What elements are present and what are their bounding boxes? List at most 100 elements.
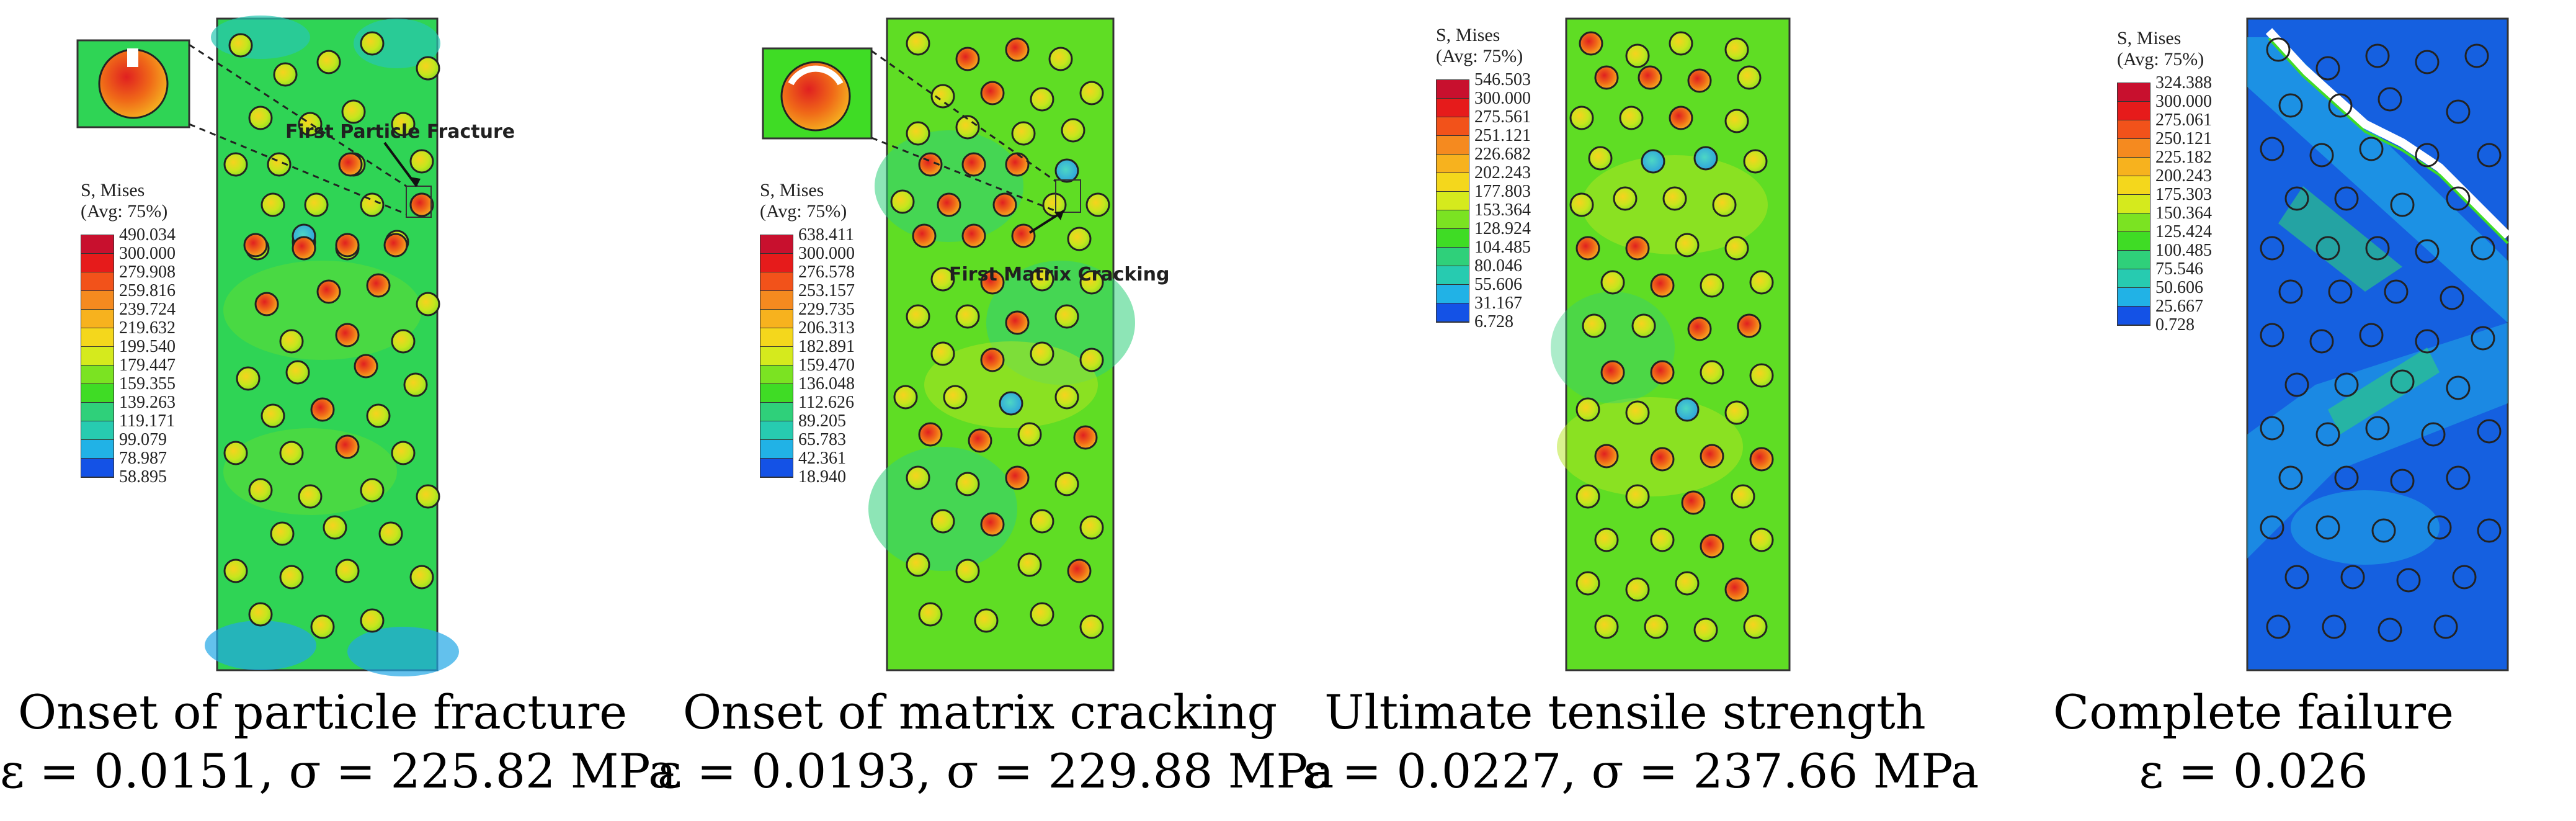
legend-swatch	[2118, 288, 2150, 307]
legend-swatch	[2118, 269, 2150, 288]
legend-swatch	[81, 310, 114, 328]
legend-avg: (Avg: 75%)	[1436, 46, 1523, 66]
legend-value: 199.540	[119, 337, 176, 356]
legend-swatch	[2118, 102, 2150, 120]
legend-color-bar	[81, 235, 114, 478]
legend-swatch	[81, 291, 114, 310]
legend-value: 259.816	[119, 281, 176, 300]
legend-swatch	[760, 459, 793, 477]
legend-value: 226.682	[1474, 145, 1531, 164]
specimen	[205, 16, 459, 676]
legend-value: 119.171	[119, 411, 175, 431]
legend-value: 275.561	[1474, 107, 1531, 127]
legend-value: 58.895	[119, 467, 167, 487]
caption-values: ε = 0.026	[2139, 743, 2368, 799]
legend-swatch	[1437, 117, 1469, 136]
legend-values: 546.503 300.000 275.561 251.121 226.682 …	[1474, 71, 1531, 331]
legend-swatch	[81, 366, 114, 384]
legend-value: 65.783	[798, 430, 846, 449]
legend-swatch	[760, 291, 793, 310]
legend-swatch	[1437, 303, 1469, 322]
legend-swatch	[760, 310, 793, 328]
stress-legend: S, Mises (Avg: 75%) 490.034 300.000	[81, 180, 176, 487]
legend-swatch	[2118, 120, 2150, 139]
first-particle-fracture-label: First Particle Fracture	[285, 121, 515, 143]
legend-swatch	[760, 384, 793, 403]
caption-values: ε = 0.0151, σ = 225.82 MPa	[0, 743, 677, 799]
legend-value: 42.361	[798, 449, 846, 468]
legend-value: 202.243	[1474, 163, 1531, 182]
legend-value: 75.546	[2155, 259, 2203, 279]
legend-value: 159.355	[119, 374, 176, 393]
panel-caption: Ultimate tensile strength ε = 0.0227, σ …	[1303, 683, 1979, 801]
legend-color-bar	[2117, 83, 2150, 326]
legend-title: S, Mises	[81, 180, 145, 200]
stress-field-plot	[76, 16, 459, 676]
specimen	[868, 17, 1135, 671]
caption-title: Onset of particle fracture	[17, 684, 628, 740]
legend-value: 80.046	[1474, 256, 1522, 276]
legend-values: 490.034 300.000 279.908 259.816 239.724 …	[119, 226, 176, 487]
panel-caption: Onset of matrix cracking ε = 0.0193, σ =…	[657, 683, 1334, 801]
panel-caption: Complete failure ε = 0.026	[1931, 683, 2576, 801]
legend-value: 128.924	[1474, 219, 1531, 238]
legend-value: 6.728	[1474, 312, 1513, 331]
legend-values: 324.388 300.000 275.061 250.121 225.182 …	[2155, 74, 2212, 334]
legend-swatch	[81, 403, 114, 421]
legend-swatch	[2118, 251, 2150, 269]
stress-legend: S, Mises (Avg: 75%) 546.503 300.000	[1436, 25, 1531, 331]
legend-avg: (Avg: 75%)	[760, 201, 847, 222]
legend-swatch	[760, 403, 793, 421]
legend-title: S, Mises	[760, 180, 824, 200]
legend-value: 139.263	[119, 393, 176, 412]
legend-value: 275.061	[2155, 110, 2212, 130]
zoom-inset	[762, 47, 1065, 234]
legend-value: 104.485	[1474, 238, 1531, 257]
legend-value: 78.987	[119, 449, 167, 468]
legend-value: 239.724	[119, 300, 176, 319]
stress-legend: S, Mises (Avg: 75%) 638.411 300.000	[760, 180, 855, 487]
panel-particle-fracture: First Particle Fracture S, Mises (Avg: 7…	[0, 0, 677, 821]
legend-value: 18.940	[798, 467, 846, 487]
legend-swatch	[760, 254, 793, 272]
caption-title: Complete failure	[2053, 684, 2454, 740]
legend-value: 279.908	[119, 262, 176, 282]
first-matrix-cracking-label: First Matrix Cracking	[949, 264, 1170, 285]
legend-swatch	[1437, 229, 1469, 248]
legend-value: 50.606	[2155, 278, 2203, 297]
legend-swatch	[1437, 285, 1469, 303]
legend-value: 89.205	[798, 411, 846, 431]
legend-swatch	[2118, 232, 2150, 251]
legend-value: 229.735	[798, 300, 855, 319]
legend-value: 253.157	[798, 281, 855, 300]
legend-value: 175.303	[2155, 185, 2212, 204]
legend-value: 250.121	[2155, 129, 2212, 148]
legend-value: 125.424	[2155, 222, 2212, 241]
legend-title: S, Mises	[1436, 25, 1500, 45]
legend-swatch	[760, 421, 793, 440]
stress-legend: S, Mises (Avg: 75%) 324.388 300.000	[2117, 28, 2212, 334]
legend-swatch	[2118, 83, 2150, 102]
legend-avg: (Avg: 75%)	[81, 201, 168, 222]
legend-swatch	[1437, 99, 1469, 117]
stress-field-plot	[1551, 17, 1791, 671]
legend-swatch	[1437, 173, 1469, 192]
legend-value: 159.470	[798, 356, 855, 375]
legend-swatch	[760, 328, 793, 347]
legend-value: 100.485	[2155, 241, 2212, 260]
legend-value: 490.034	[119, 225, 176, 245]
legend-swatch	[1437, 155, 1469, 173]
legend-value: 179.447	[119, 356, 176, 375]
legend-value: 200.243	[2155, 166, 2212, 186]
legend-color-bar	[760, 235, 793, 478]
legend-swatch	[2118, 213, 2150, 232]
legend-value: 136.048	[798, 374, 855, 393]
legend-swatch	[81, 459, 114, 477]
legend-value: 0.728	[2155, 315, 2195, 334]
legend-value: 177.803	[1474, 182, 1531, 201]
panel-complete-failure: S, Mises (Avg: 75%) 324.388 300.000	[1931, 0, 2576, 821]
specimen	[1551, 17, 1791, 671]
stress-field-plot	[2246, 17, 2511, 671]
panel-ultimate-strength: S, Mises (Avg: 75%) 546.503 300.000	[1303, 0, 1979, 821]
legend-swatch	[2118, 307, 2150, 325]
